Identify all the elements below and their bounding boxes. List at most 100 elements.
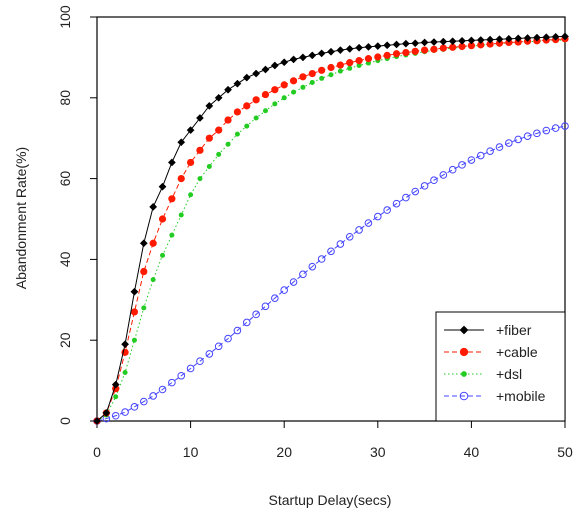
series-fiber bbox=[93, 32, 569, 425]
series-marker bbox=[186, 364, 195, 373]
series-marker bbox=[224, 334, 232, 343]
series-marker bbox=[374, 53, 382, 61]
series-marker bbox=[439, 44, 447, 52]
series-marker bbox=[280, 81, 288, 89]
legend-label: +dsl bbox=[496, 366, 522, 382]
series-marker bbox=[327, 247, 335, 256]
series-marker bbox=[439, 37, 448, 46]
series-marker bbox=[289, 77, 298, 85]
series-marker bbox=[392, 50, 401, 58]
series-marker bbox=[150, 277, 156, 283]
series-marker bbox=[346, 59, 354, 67]
series-marker bbox=[448, 165, 457, 174]
series-marker bbox=[383, 51, 391, 59]
x-tick-label: 40 bbox=[464, 444, 480, 460]
series-marker bbox=[102, 408, 111, 417]
x-tick-label: 30 bbox=[370, 444, 386, 460]
series-marker bbox=[205, 350, 214, 358]
series-marker bbox=[271, 294, 279, 302]
series-marker bbox=[532, 33, 541, 42]
series-marker bbox=[504, 34, 513, 43]
series-marker bbox=[551, 32, 560, 41]
series-marker bbox=[336, 46, 345, 55]
series-marker bbox=[158, 182, 167, 191]
series-marker bbox=[486, 40, 494, 48]
series-marker bbox=[458, 161, 466, 169]
series-marker bbox=[411, 187, 420, 196]
series-marker bbox=[130, 308, 139, 316]
series-marker bbox=[298, 53, 307, 62]
x-axis-label: Startup Delay(secs) bbox=[269, 492, 392, 508]
series-marker bbox=[280, 286, 289, 294]
legend-label: +fiber bbox=[496, 322, 532, 338]
series-marker bbox=[347, 65, 353, 71]
series-marker bbox=[458, 36, 466, 45]
series-marker bbox=[505, 139, 513, 147]
series-marker bbox=[411, 47, 419, 55]
series-marker bbox=[130, 287, 139, 296]
series-marker bbox=[121, 340, 130, 349]
series-marker bbox=[233, 326, 242, 335]
series-marker bbox=[327, 63, 335, 72]
series-marker bbox=[355, 226, 363, 234]
series-marker bbox=[402, 193, 410, 202]
series-marker bbox=[383, 206, 391, 214]
series-marker bbox=[401, 39, 410, 48]
x-tick-label: 0 bbox=[93, 444, 101, 460]
series-marker bbox=[158, 385, 167, 394]
series-marker bbox=[364, 42, 373, 51]
series-marker bbox=[93, 417, 101, 425]
series-marker bbox=[356, 62, 362, 68]
series-marker bbox=[169, 232, 175, 238]
series-marker bbox=[261, 90, 270, 99]
series-marker bbox=[139, 239, 148, 248]
series-marker bbox=[252, 69, 261, 78]
series-marker bbox=[215, 126, 223, 134]
series-marker bbox=[486, 35, 495, 44]
series-marker bbox=[242, 318, 251, 327]
series-marker bbox=[477, 41, 485, 49]
series-marker bbox=[542, 33, 551, 42]
series-marker bbox=[188, 192, 194, 198]
series-marker bbox=[495, 35, 504, 44]
series-marker bbox=[149, 239, 157, 247]
series-marker bbox=[486, 147, 494, 155]
series-marker bbox=[308, 51, 317, 60]
series-marker bbox=[253, 115, 259, 121]
series-marker bbox=[224, 116, 232, 124]
series-marker bbox=[561, 122, 569, 130]
series-marker bbox=[205, 101, 214, 110]
series-marker bbox=[459, 391, 469, 401]
series-marker bbox=[327, 47, 335, 56]
y-tick-label: 0 bbox=[57, 417, 73, 425]
series-marker bbox=[523, 132, 532, 140]
series-marker bbox=[187, 158, 195, 167]
series-marker bbox=[459, 325, 469, 335]
series-marker bbox=[291, 89, 297, 95]
series-marker bbox=[448, 37, 457, 46]
y-tick-label: 40 bbox=[57, 251, 73, 267]
series-marker bbox=[309, 79, 315, 85]
series-marker bbox=[495, 143, 504, 151]
series-marker bbox=[270, 61, 279, 70]
series-marker bbox=[411, 39, 420, 48]
series-marker bbox=[364, 219, 373, 227]
series-marker bbox=[374, 212, 382, 221]
series-marker bbox=[449, 43, 457, 51]
y-tick-label: 100 bbox=[57, 5, 73, 29]
series-cable bbox=[93, 35, 569, 425]
series-marker bbox=[234, 131, 240, 137]
series-marker bbox=[337, 68, 343, 74]
series-marker bbox=[289, 278, 298, 286]
series-marker bbox=[476, 36, 485, 44]
plot-frame bbox=[96, 16, 566, 422]
series-marker bbox=[289, 55, 298, 64]
series-marker bbox=[318, 66, 326, 74]
series-marker bbox=[495, 39, 504, 47]
series-marker bbox=[355, 57, 363, 65]
y-axis-label: Abandonment Rate(%) bbox=[13, 147, 29, 289]
x-tick-label: 10 bbox=[183, 444, 199, 460]
series-marker bbox=[458, 42, 466, 51]
series-marker bbox=[551, 124, 560, 132]
